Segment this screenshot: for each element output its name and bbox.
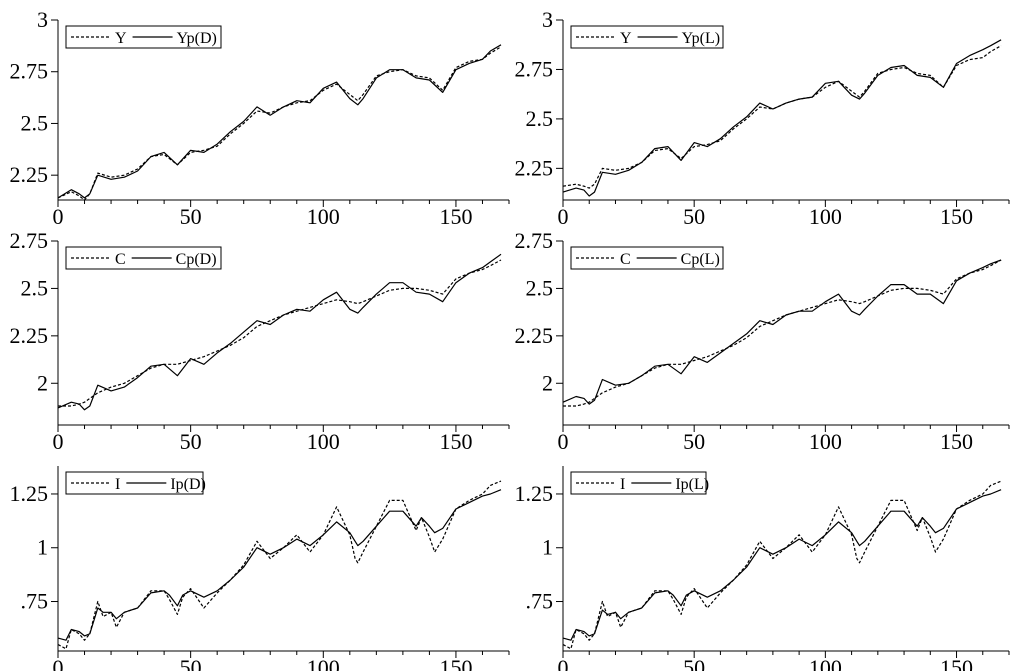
series-line-ip-l [562,489,1002,641]
x-tick-label: 50 [683,655,705,671]
panel-2: 0 50 100 150 2.25 2.5 2.75 3 Y Yp(L) [515,7,1010,229]
y-tick-label: 2.25 [515,323,554,348]
x-tick-label: 100 [307,655,340,671]
legend-label: Yp(L) [682,30,721,47]
legend-label: C [115,251,126,268]
legend: Y Yp(D) [65,25,222,49]
x-tick-label: 0 [53,655,64,671]
legend: C Cp(L) [570,246,724,270]
series-line-ip-d [57,489,502,641]
y-tick-label: 2.25 [10,162,49,187]
y-tick-label: 2.75 [10,59,49,84]
y-tick-label: 2.75 [515,228,554,253]
y-tick-label: 2.5 [21,275,49,300]
series-line-cp-l [562,259,1002,405]
legend: I Ip(L) [570,471,709,495]
legend-label: Yp(D) [177,30,217,47]
panel-4: 0 50 100 150 2 2.25 2.5 2.75 C Cp(L) [515,228,1010,454]
x-tick-label: 100 [307,204,340,229]
legend-label: Ip(D) [170,476,206,493]
y-tick-label: 2.5 [526,275,554,300]
legend-label: I [115,476,120,493]
x-tick-label: 150 [940,204,973,229]
y-tick-label: 1 [542,535,553,560]
x-tick-label: 150 [940,655,973,671]
x-tick-label: 50 [180,429,202,454]
panel-3: 0 50 100 150 2 2.25 2.5 2.75 C Cp(D) [10,228,510,454]
series-line-y [562,45,1002,189]
x-tick-label: 150 [439,655,472,671]
y-tick-label: 2.75 [10,228,49,253]
legend-label: Y [620,30,632,47]
x-tick-label: 100 [809,655,842,671]
legend-label: Cp(D) [176,251,217,268]
series-line-y [57,46,502,201]
legend: C Cp(D) [65,246,222,270]
y-tick-label: 2.5 [21,110,49,135]
legend: I Ip(D) [65,471,206,495]
x-tick-label: 0 [558,429,569,454]
y-tick-label: 2.5 [526,106,554,131]
y-tick-label: 2.25 [515,155,554,180]
series-line-yp-l [562,39,1002,197]
y-tick-label: 1.25 [10,481,49,506]
legend: Y Yp(L) [570,25,724,49]
y-tick-label: 1 [37,535,48,560]
panel-1: 0 50 100 150 2.25 2.5 2.75 3 Y Yp(D) [10,7,510,229]
x-tick-label: 0 [558,204,569,229]
x-tick-label: 0 [53,204,64,229]
series-line-i [562,480,1002,650]
series-line-c [563,259,1002,407]
x-tick-label: 150 [940,429,973,454]
x-tick-label: 50 [683,429,705,454]
panel-6: 0 50 100 150 .75 1 1.25 I Ip(L) [515,466,1010,671]
series-line-yp-d [57,44,502,199]
y-tick-label: .75 [21,589,49,614]
x-tick-label: 0 [558,655,569,671]
x-tick-label: 0 [53,429,64,454]
x-tick-label: 150 [439,204,472,229]
y-tick-label: 3 [542,7,553,32]
x-tick-label: 50 [180,655,202,671]
y-tick-label: 2 [542,370,553,395]
legend-label: Cp(L) [681,251,720,268]
x-tick-label: 50 [683,204,705,229]
x-tick-label: 100 [809,204,842,229]
y-tick-label: .75 [526,589,554,614]
x-tick-label: 100 [809,429,842,454]
x-tick-label: 150 [439,429,472,454]
series-line-c [58,259,502,407]
x-tick-label: 100 [307,429,340,454]
y-tick-label: 1.25 [515,481,554,506]
legend-label: Y [115,30,127,47]
y-tick-label: 2 [37,370,48,395]
y-tick-label: 2.75 [515,56,554,81]
y-tick-label: 2.25 [10,323,49,348]
series-line-cp-d [57,253,502,411]
legend-label: Ip(L) [675,476,709,493]
panel-5: 0 50 100 150 .75 1 1.25 I Ip(D) [10,466,510,671]
legend-label: I [620,476,625,493]
x-tick-label: 50 [180,204,202,229]
series-line-i [57,480,502,650]
legend-label: C [620,251,631,268]
y-tick-label: 3 [37,7,48,32]
